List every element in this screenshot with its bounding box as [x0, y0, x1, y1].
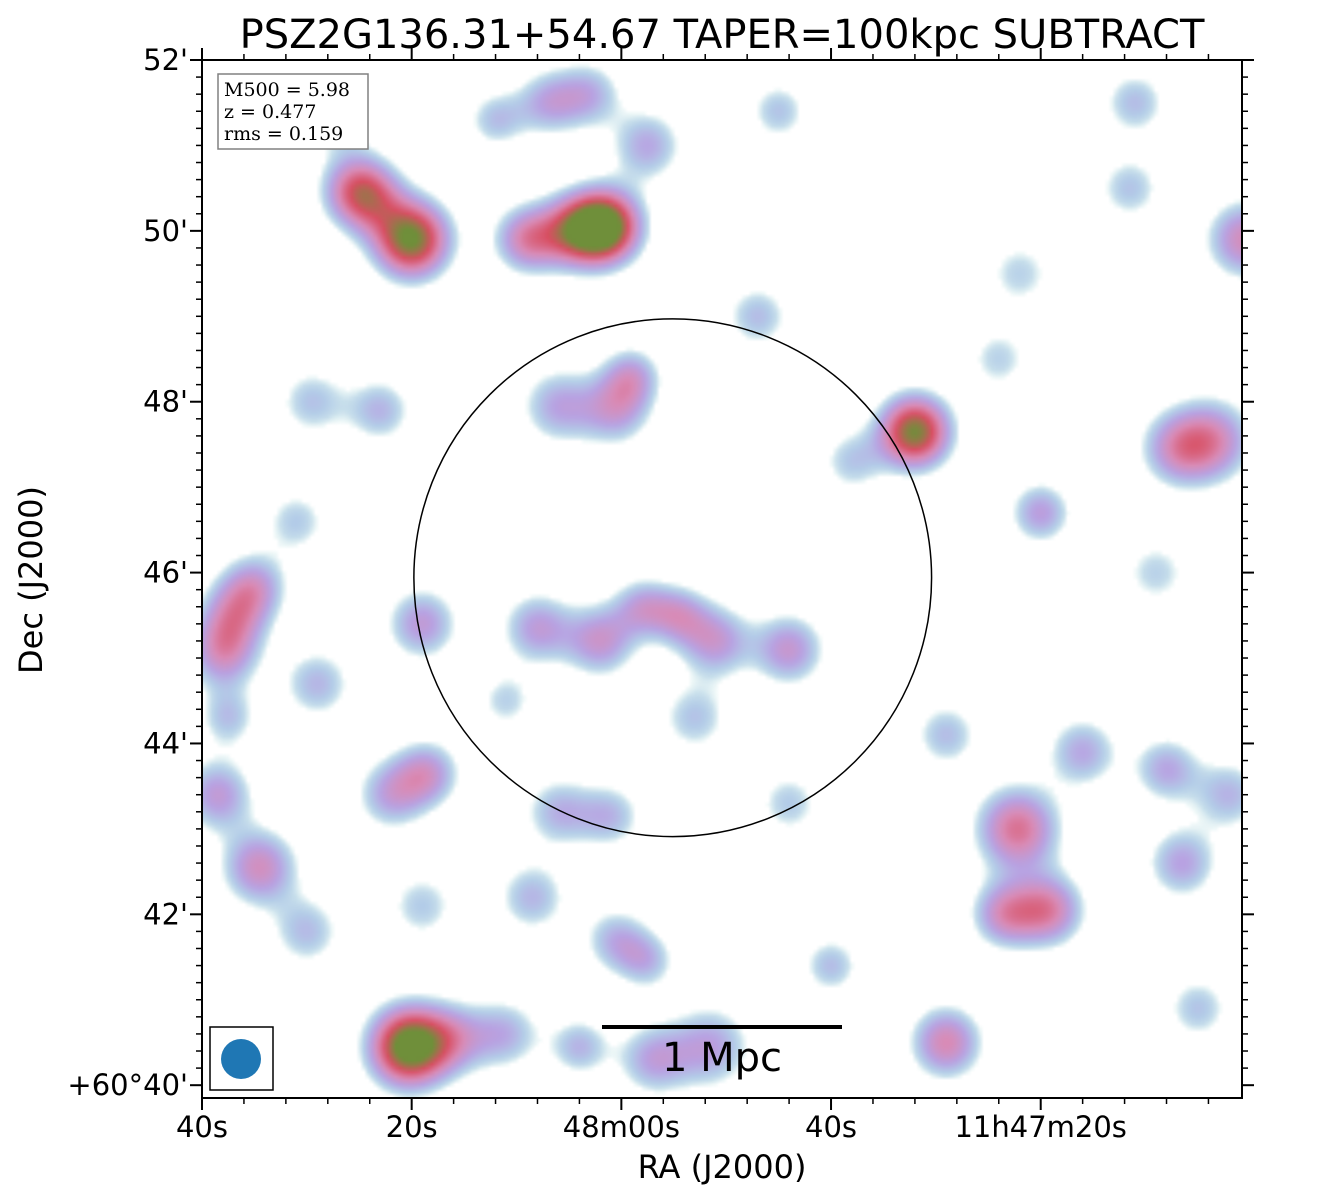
scale-bar: 1 Mpc [602, 1025, 842, 1081]
y-tick-labels: +60°40' 42' 44' 46' 48' 50' 52' [67, 43, 188, 1102]
x-tick-label: 20s [386, 1110, 438, 1144]
y-tick-label: 48' [143, 385, 188, 419]
info-box: M500 = 5.98 z = 0.477 rms = 0.159 [217, 73, 369, 150]
info-box-frame [217, 73, 369, 150]
x-axis-label: RA (J2000) [638, 1148, 807, 1186]
info-rms: rms = 0.159 [224, 123, 343, 145]
info-mass: M500 = 5.98 [224, 79, 350, 101]
y-tick-label: +60°40' [67, 1068, 188, 1102]
y-tick-label: 52' [143, 43, 188, 77]
y-tick-label: 42' [143, 897, 188, 931]
y-axis-label: Dec (J2000) [12, 486, 50, 674]
x-tick-label: 40s [805, 1110, 857, 1144]
y-tick-label: 46' [143, 556, 188, 590]
plot-frame [201, 59, 1243, 1099]
beam-ellipse [221, 1039, 261, 1079]
scale-bar-label: 1 Mpc [662, 1035, 782, 1081]
info-redshift: z = 0.477 [224, 101, 316, 123]
emission-map [202, 60, 1242, 1098]
chart-title: PSZ2G136.31+54.67 TAPER=100kpc SUBTRACT [240, 12, 1205, 58]
radio-image [202, 60, 1242, 1098]
x-tick-label: 48m00s [563, 1110, 680, 1144]
x-tick-label: 11h47m20s [954, 1110, 1126, 1144]
x-tick-labels: 40s 20s 48m00s 40s 11h47m20s [176, 1110, 1127, 1144]
y-tick-label: 44' [143, 726, 188, 760]
y-tick-label: 50' [143, 214, 188, 248]
r500-circle [413, 318, 933, 838]
overlay-layer [413, 318, 933, 838]
x-tick-label: 40s [176, 1110, 228, 1144]
beam-indicator [209, 1026, 274, 1091]
axis-ticks [190, 48, 1254, 1110]
